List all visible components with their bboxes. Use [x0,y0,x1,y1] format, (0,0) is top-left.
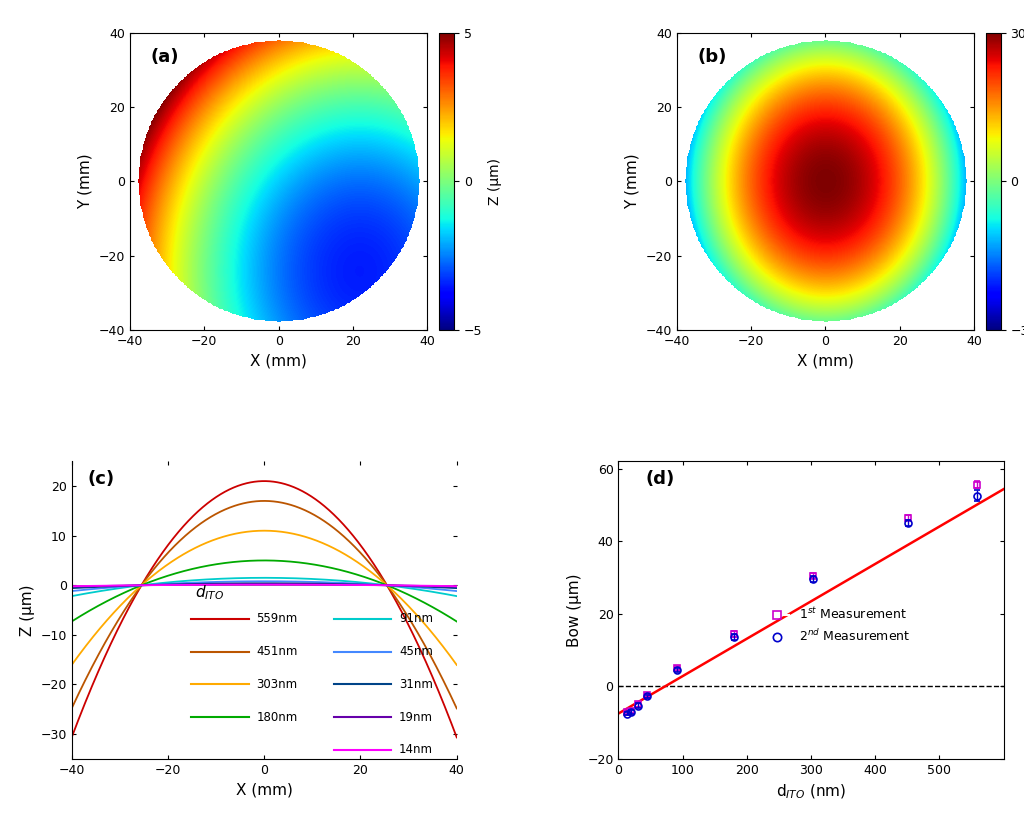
Text: 451nm: 451nm [256,645,298,659]
Text: (c): (c) [87,470,115,488]
Text: (d): (d) [645,470,675,488]
Text: 19nm: 19nm [399,711,433,724]
Y-axis label: Z (μm): Z (μm) [19,584,35,636]
Y-axis label: Y (mm): Y (mm) [78,153,93,209]
Text: (a): (a) [151,47,179,65]
Text: 45nm: 45nm [399,645,433,659]
Y-axis label: Z (μm): Z (μm) [487,158,502,205]
Text: 91nm: 91nm [399,613,433,626]
X-axis label: d$_{ITO}$ (nm): d$_{ITO}$ (nm) [776,783,846,800]
Text: 303nm: 303nm [256,678,298,691]
Text: 180nm: 180nm [256,711,298,724]
Text: 559nm: 559nm [256,613,298,626]
X-axis label: X (mm): X (mm) [797,353,854,369]
X-axis label: X (mm): X (mm) [250,353,307,369]
Text: $d_{ITO}$: $d_{ITO}$ [195,583,224,602]
Text: (b): (b) [697,47,727,65]
X-axis label: X (mm): X (mm) [236,783,293,797]
Y-axis label: Y (mm): Y (mm) [625,153,640,209]
Text: 14nm: 14nm [399,743,433,756]
Legend: 1$^{st}$ Measurement, 2$^{nd}$ Measurement: 1$^{st}$ Measurement, 2$^{nd}$ Measureme… [760,601,915,650]
Y-axis label: Bow (μm): Bow (μm) [566,574,582,647]
Text: 31nm: 31nm [399,678,433,691]
